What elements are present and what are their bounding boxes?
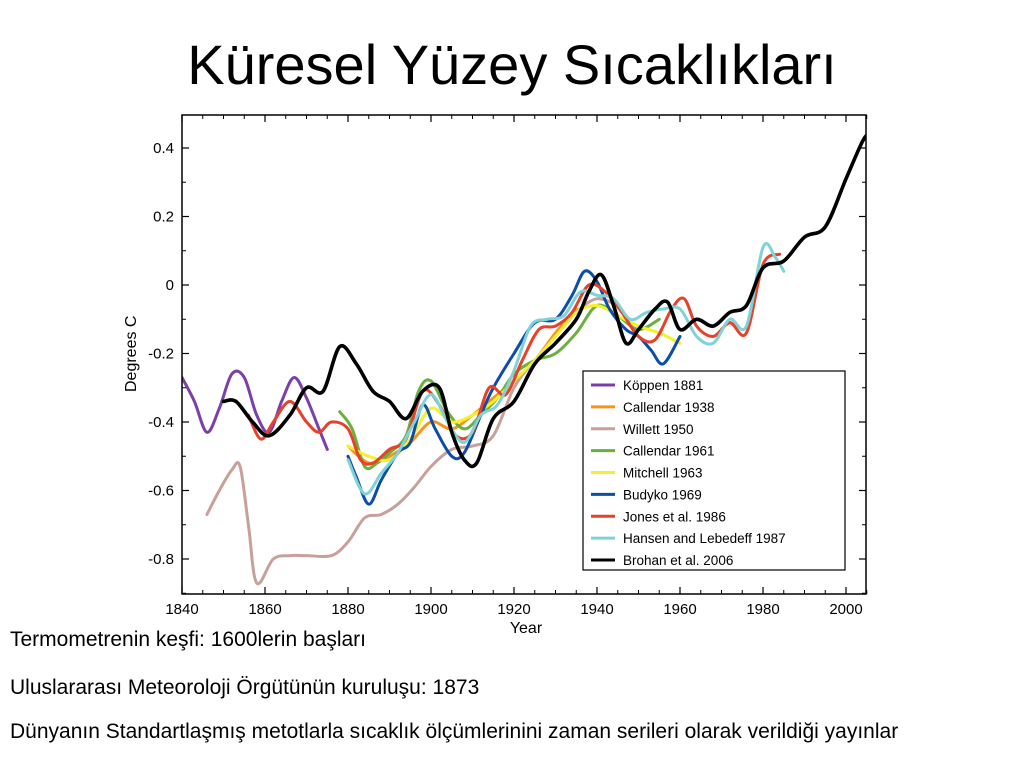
y-tick-label: 0.4 xyxy=(153,140,174,157)
temperature-chart: 1840 1860 1880 1900 1920 1940 1960 1980 2000 0.4… xyxy=(123,114,868,637)
legend-label: Callendar 1961 xyxy=(623,444,715,459)
y-tick-label: 0 xyxy=(166,277,174,294)
slide-title: Küresel Yüzey Sıcaklıkları xyxy=(187,33,837,96)
bullet-thermometer: Termometrenin keşfi: 1600lerin başları xyxy=(10,628,366,651)
legend-label: Willett 1950 xyxy=(623,422,694,437)
legend-label: Brohan et al. 2006 xyxy=(623,553,733,568)
legend-label: Köppen 1881 xyxy=(623,378,703,393)
series-line-7 xyxy=(346,242,786,496)
x-tick-label: 2000 xyxy=(829,601,862,618)
x-tick-label: 1900 xyxy=(414,601,447,618)
legend: Köppen 1881 Callendar 1938 Willett 1950 Cal… xyxy=(582,370,846,571)
x-axis-label: Year xyxy=(510,620,543,637)
x-tick-label: 1860 xyxy=(248,601,281,618)
bullet-publications: Dünyanın Standartlaşmış metotlarla sıcak… xyxy=(10,720,899,743)
y-tick-label: -0.8 xyxy=(148,551,174,568)
y-axis: 0.4 0.2 0 -0.2 -0.4 -0.6 -0.8 xyxy=(148,140,866,594)
series-line-8 xyxy=(221,132,866,469)
y-tick-label: -0.6 xyxy=(148,483,174,500)
x-tick-label: 1960 xyxy=(663,601,696,618)
plot-lines xyxy=(182,132,866,586)
bullet-wmo: Uluslararası Meteoroloji Örgütünün kurul… xyxy=(10,676,480,699)
legend-label: Callendar 1938 xyxy=(623,400,715,415)
plot-frame xyxy=(181,114,867,595)
legend-label: Hansen and Lebedeff 1987 xyxy=(623,531,786,546)
y-tick-label: -0.4 xyxy=(148,414,174,431)
legend-label: Mitchell 1963 xyxy=(623,466,703,481)
x-tick-label: 1880 xyxy=(331,601,364,618)
x-tick-label: 1840 xyxy=(165,601,198,618)
y-tick-label: 0.2 xyxy=(153,209,174,226)
legend-box xyxy=(582,370,846,571)
x-tick-label: 1980 xyxy=(746,601,779,618)
series-line-6 xyxy=(246,252,782,466)
series-line-1 xyxy=(346,307,578,465)
x-tick-label: 1940 xyxy=(580,601,613,618)
legend-label: Budyko 1969 xyxy=(623,487,702,502)
series-line-0 xyxy=(182,369,329,451)
y-axis-label: Degrees C xyxy=(123,316,140,392)
x-axis: 1840 1860 1880 1900 1920 1940 1960 1980 2000 xyxy=(165,115,868,618)
x-tick-label: 1920 xyxy=(497,601,530,618)
legend-label: Jones et al. 1986 xyxy=(623,509,726,524)
y-tick-label: -0.2 xyxy=(148,346,174,363)
